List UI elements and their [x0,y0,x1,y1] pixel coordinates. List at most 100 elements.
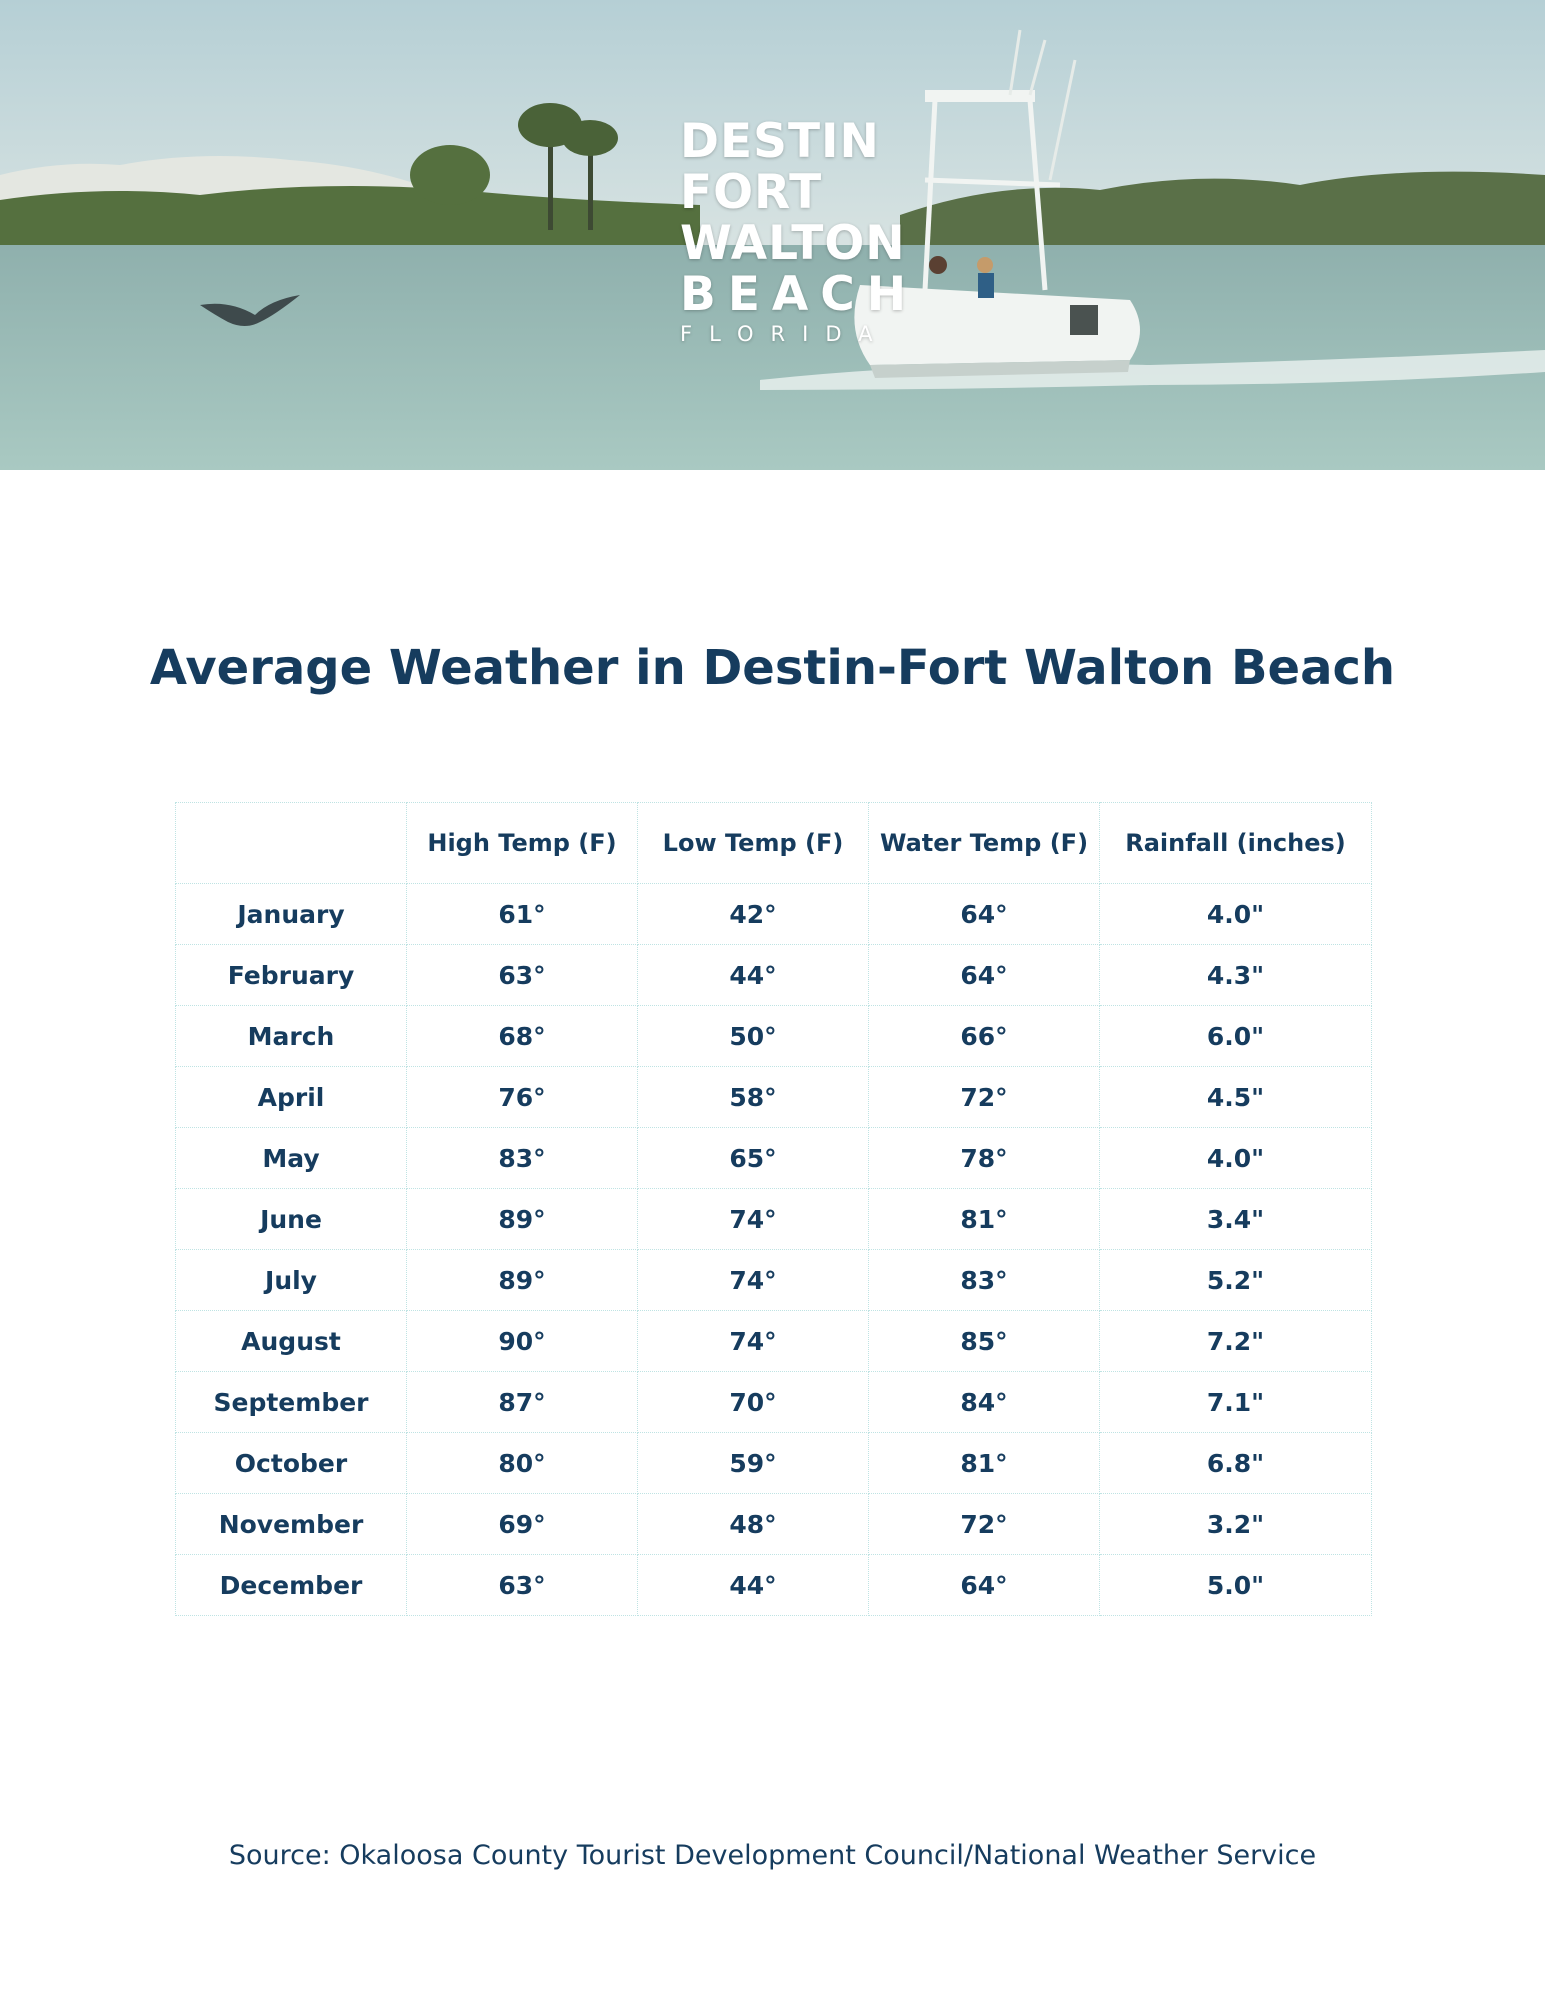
logo-line-fort: FORT [680,165,823,220]
rainfall-cell: 3.2" [1099,1493,1372,1555]
boat-engine [1070,305,1098,335]
month-cell: March [175,1005,407,1067]
month-cell: August [175,1310,407,1372]
tree-canopy [562,120,618,156]
high-temp-cell: 90° [406,1310,638,1372]
rainfall-cell: 6.8" [1099,1432,1372,1494]
header-cell-low-temp: Low Temp (F) [637,802,869,884]
rainfall-cell: 7.2" [1099,1310,1372,1372]
tree-trunk [548,120,553,230]
high-temp-cell: 87° [406,1371,638,1433]
table-row: February 63° 44° 64° 4.3" [175,944,1372,1006]
high-temp-cell: 76° [406,1066,638,1128]
low-temp-cell: 74° [637,1310,869,1372]
weather-table: High Temp (F) Low Temp (F) Water Temp (F… [175,802,1372,1616]
rainfall-cell: 4.3" [1099,944,1372,1006]
month-cell: September [175,1371,407,1433]
treeline-right [900,171,1545,245]
hero-photo [0,0,1545,470]
table-row: September 87° 70° 84° 7.1" [175,1371,1372,1433]
water-temp-cell: 81° [868,1188,1100,1250]
fishing-rod [1048,59,1077,181]
header-cell-high-temp: High Temp (F) [406,802,638,884]
water-temp-cell: 64° [868,883,1100,945]
high-temp-cell: 80° [406,1432,638,1494]
low-temp-cell: 42° [637,883,869,945]
passenger [929,256,947,274]
boat-hull [854,285,1140,365]
high-temp-cell: 69° [406,1493,638,1555]
tree-trunk [588,135,593,230]
low-temp-cell: 74° [637,1249,869,1311]
water [0,245,1545,470]
rainfall-cell: 3.4" [1099,1188,1372,1250]
month-cell: June [175,1188,407,1250]
boat-wake [760,350,1545,390]
table-row: August 90° 74° 85° 7.2" [175,1310,1372,1372]
low-temp-cell: 44° [637,1554,869,1616]
water-temp-cell: 66° [868,1005,1100,1067]
high-temp-cell: 89° [406,1188,638,1250]
shrub [410,145,490,205]
table-row: June 89° 74° 81° 3.4" [175,1188,1372,1250]
high-temp-cell: 68° [406,1005,638,1067]
boat-hull-shadow [870,360,1130,378]
table-row: April 76° 58° 72° 4.5" [175,1066,1372,1128]
water-temp-cell: 81° [868,1432,1100,1494]
high-temp-cell: 63° [406,1554,638,1616]
low-temp-cell: 44° [637,944,869,1006]
water-temp-cell: 85° [868,1310,1100,1372]
rainfall-cell: 5.0" [1099,1554,1372,1616]
table-row: March 68° 50° 66° 6.0" [175,1005,1372,1067]
low-temp-cell: 50° [637,1005,869,1067]
table-row: July 89° 74° 83° 5.2" [175,1249,1372,1311]
table-row: May 83° 65° 78° 4.0" [175,1127,1372,1189]
marsh-vegetation [0,186,700,250]
table-row: November 69° 48° 72° 3.2" [175,1493,1372,1555]
page-title: Average Weather in Destin-Fort Walton Be… [149,640,1396,696]
water-temp-cell: 72° [868,1066,1100,1128]
fishing-rod [1008,29,1022,96]
low-temp-cell: 58° [637,1066,869,1128]
table-row: January 61° 42° 64° 4.0" [175,883,1372,945]
header-cell-blank [175,802,407,884]
boat-tower-rail [924,177,1061,188]
rainfall-cell: 7.1" [1099,1371,1372,1433]
logo-line-beach: BEACH [680,267,919,322]
water-temp-cell: 72° [868,1493,1100,1555]
month-cell: May [175,1127,407,1189]
month-cell: January [175,883,407,945]
rainfall-cell: 4.0" [1099,883,1372,945]
life-vest [978,273,994,298]
low-temp-cell: 48° [637,1493,869,1555]
table-header-row: High Temp (F) Low Temp (F) Water Temp (F… [175,802,1372,884]
low-temp-cell: 65° [637,1127,869,1189]
water-temp-cell: 64° [868,1554,1100,1616]
table-row: December 63° 44° 64° 5.0" [175,1554,1372,1616]
boat-tower-top [925,90,1035,102]
logo-line-walton: WALTON [680,216,906,271]
month-cell: February [175,944,407,1006]
header-cell-rainfall: Rainfall (inches) [1099,802,1372,884]
rainfall-cell: 6.0" [1099,1005,1372,1067]
hero-banner: DESTIN FORT WALTON BEACH FLORIDA [0,0,1545,470]
water-temp-cell: 78° [868,1127,1100,1189]
water-temp-cell: 64° [868,944,1100,1006]
high-temp-cell: 89° [406,1249,638,1311]
high-temp-cell: 61° [406,883,638,945]
low-temp-cell: 74° [637,1188,869,1250]
logo-line-destin: DESTIN [680,114,880,169]
month-cell: December [175,1554,407,1616]
heron-bird [200,295,300,326]
water-temp-cell: 84° [868,1371,1100,1433]
fishing-rod [1028,39,1047,96]
month-cell: July [175,1249,407,1311]
passenger [977,257,993,273]
rainfall-cell: 5.2" [1099,1249,1372,1311]
low-temp-cell: 70° [637,1371,869,1433]
low-temp-cell: 59° [637,1432,869,1494]
high-temp-cell: 83° [406,1127,638,1189]
logo-line-florida: FLORIDA [680,322,890,346]
water-temp-cell: 83° [868,1249,1100,1311]
rainfall-cell: 4.5" [1099,1066,1372,1128]
